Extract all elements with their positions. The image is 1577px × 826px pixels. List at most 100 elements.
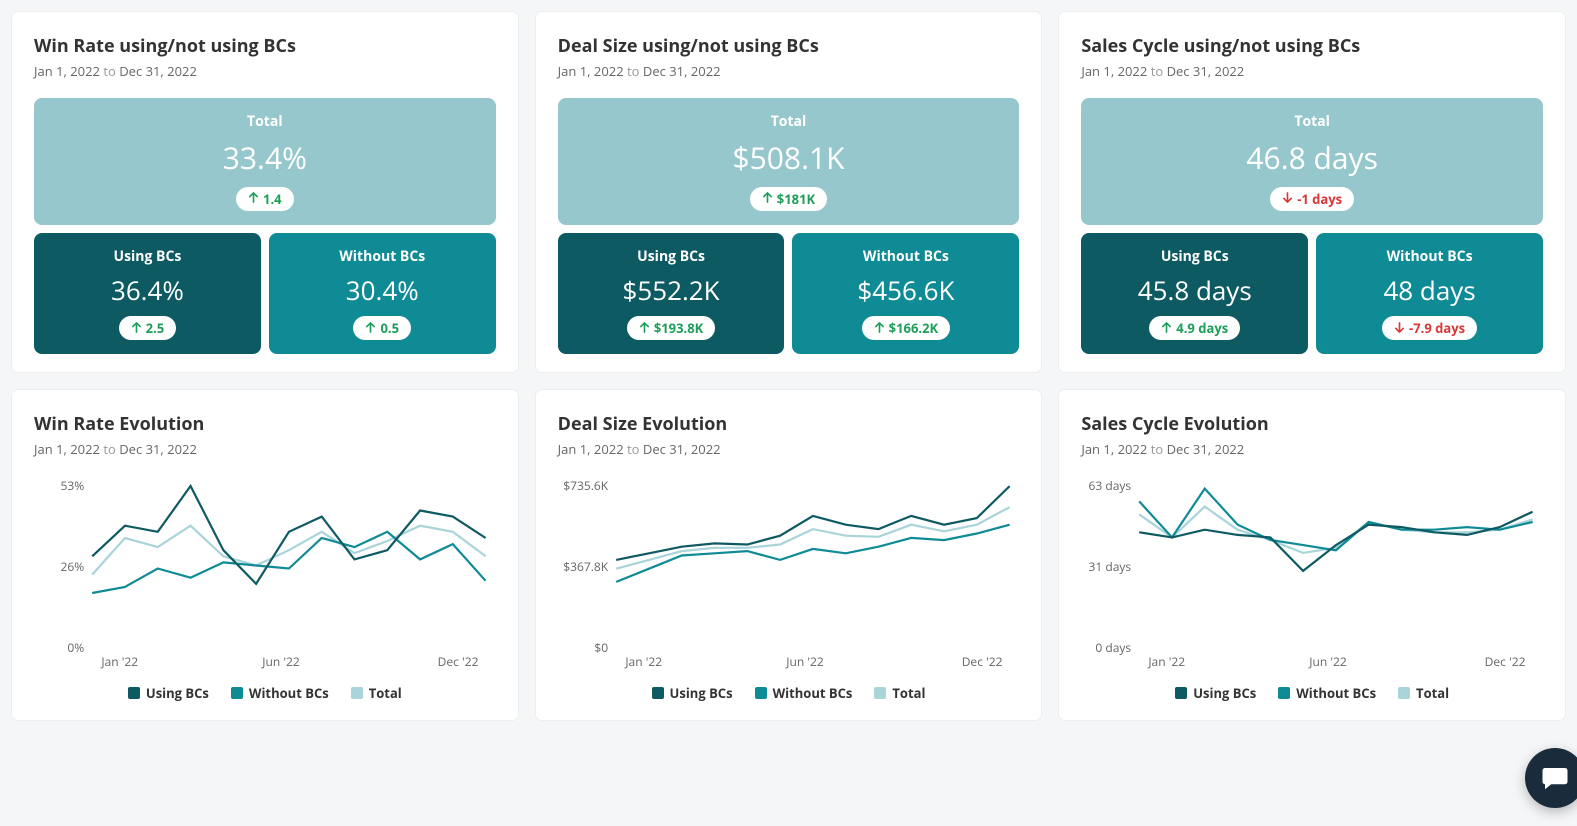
arrow-up-icon xyxy=(762,192,773,205)
svg-text:Dec '22: Dec '22 xyxy=(1485,653,1526,670)
card-title: Win Rate Evolution xyxy=(34,412,496,436)
swatch-icon xyxy=(351,687,363,699)
swatch-icon xyxy=(1175,687,1187,699)
swatch-icon xyxy=(652,687,664,699)
salescycle-without-value: 48 days xyxy=(1316,272,1543,308)
dealsize-without-delta: $166.2K xyxy=(862,316,951,340)
chat-button[interactable] xyxy=(1525,748,1577,808)
chart-area[interactable]: 53% 26% 0% Jan '22 Jun '22 Dec '22 xyxy=(34,476,496,676)
svg-text:Dec '22: Dec '22 xyxy=(438,653,479,670)
winrate-using-block[interactable]: Using BCs 36.4% 2.5 xyxy=(34,233,261,355)
salescycle-total-delta-value: -1 days xyxy=(1297,190,1342,208)
winrate-using-delta-value: 2.5 xyxy=(146,319,165,337)
legend-without[interactable]: Without BCs xyxy=(231,684,329,702)
card-title: Sales Cycle using/not using BCs xyxy=(1081,34,1543,58)
svg-text:$735.6K: $735.6K xyxy=(563,477,609,494)
card-dealsize: Deal Size using/not using BCs Jan 1, 202… xyxy=(536,12,1042,372)
dealsize-using-block[interactable]: Using BCs $552.2K $193.8K xyxy=(558,233,785,355)
winrate-total-delta-value: 1.4 xyxy=(263,190,282,208)
svg-text:0%: 0% xyxy=(67,639,84,656)
card-salescycle_evo: Sales Cycle Evolution Jan 1, 2022 to Dec… xyxy=(1059,390,1565,720)
card-winrate: Win Rate using/not using BCs Jan 1, 2022… xyxy=(12,12,518,372)
svg-text:Dec '22: Dec '22 xyxy=(961,653,1002,670)
card-winrate_evo: Win Rate Evolution Jan 1, 2022 to Dec 31… xyxy=(12,390,518,720)
svg-text:$0: $0 xyxy=(594,639,608,656)
card-salescycle: Sales Cycle using/not using BCs Jan 1, 2… xyxy=(1059,12,1565,372)
salescycle-using-block[interactable]: Using BCs 45.8 days 4.9 days xyxy=(1081,233,1308,355)
card-daterange: Jan 1, 2022 to Dec 31, 2022 xyxy=(34,62,496,80)
salescycle-without-delta: -7.9 days xyxy=(1382,316,1477,340)
svg-text:53%: 53% xyxy=(60,477,84,494)
salescycle-total-label: Total xyxy=(1081,112,1543,131)
card-daterange: Jan 1, 2022 to Dec 31, 2022 xyxy=(1081,440,1543,458)
chat-icon xyxy=(1540,763,1570,793)
arrow-up-icon xyxy=(639,322,650,335)
card-title: Win Rate using/not using BCs xyxy=(34,34,496,58)
svg-text:0 days: 0 days xyxy=(1096,639,1132,656)
arrow-up-icon xyxy=(1161,322,1172,335)
winrate-without-label: Without BCs xyxy=(269,247,496,266)
winrate-without-value: 30.4% xyxy=(269,272,496,308)
series-using xyxy=(1140,512,1533,571)
dealsize-without-delta-value: $166.2K xyxy=(889,319,939,337)
series-without xyxy=(1140,489,1533,551)
dealsize-without-value: $456.6K xyxy=(792,272,1019,308)
svg-text:Jun '22: Jun '22 xyxy=(785,653,824,670)
winrate-without-delta: 0.5 xyxy=(353,316,411,340)
svg-text:Jan '22: Jan '22 xyxy=(1148,653,1186,670)
chart-area[interactable]: $735.6K$367.8K$0 Jan '22Jun '22Dec '22 xyxy=(558,476,1020,676)
card-title: Deal Size using/not using BCs xyxy=(558,34,1020,58)
legend-using[interactable]: Using BCs xyxy=(1175,684,1256,702)
dealsize-using-value: $552.2K xyxy=(558,272,785,308)
winrate-without-delta-value: 0.5 xyxy=(380,319,399,337)
dealsize-without-block[interactable]: Without BCs $456.6K $166.2K xyxy=(792,233,1019,355)
arrow-up-icon xyxy=(248,192,259,205)
dealsize-total-delta-value: $181K xyxy=(777,190,815,208)
swatch-icon xyxy=(1278,687,1290,699)
legend-using[interactable]: Using BCs xyxy=(128,684,209,702)
chart-legend: Using BCs Without BCs Total xyxy=(1081,684,1543,702)
card-daterange: Jan 1, 2022 to Dec 31, 2022 xyxy=(1081,62,1543,80)
salescycle-using-value: 45.8 days xyxy=(1081,272,1308,308)
svg-text:Jan '22: Jan '22 xyxy=(100,653,138,670)
svg-text:Jun '22: Jun '22 xyxy=(1309,653,1348,670)
chart-legend: Using BCs Without BCs Total xyxy=(34,684,496,702)
salescycle-without-delta-value: -7.9 days xyxy=(1409,319,1465,337)
winrate-total-block[interactable]: Total 33.4% 1.4 xyxy=(34,98,496,225)
winrate-without-block[interactable]: Without BCs 30.4% 0.5 xyxy=(269,233,496,355)
dealsize-total-block[interactable]: Total $508.1K $181K xyxy=(558,98,1020,225)
card-dealsize_evo: Deal Size Evolution Jan 1, 2022 to Dec 3… xyxy=(536,390,1042,720)
dealsize-without-label: Without BCs xyxy=(792,247,1019,266)
swatch-icon xyxy=(755,687,767,699)
svg-text:Jan '22: Jan '22 xyxy=(624,653,662,670)
chart-area[interactable]: 63 days 31 days 0 days Jan '22 Jun '22 Dec '… xyxy=(1081,476,1543,676)
legend-total[interactable]: Total xyxy=(874,684,925,702)
salescycle-using-delta-value: 4.9 days xyxy=(1176,319,1228,337)
svg-text:31 days: 31 days xyxy=(1089,558,1132,575)
svg-text:Jun '22: Jun '22 xyxy=(261,653,300,670)
arrow-up-icon xyxy=(365,322,376,335)
svg-text:63 days: 63 days xyxy=(1089,477,1132,494)
salescycle-without-block[interactable]: Without BCs 48 days -7.9 days xyxy=(1316,233,1543,355)
legend-without[interactable]: Without BCs xyxy=(1278,684,1376,702)
salescycle-using-delta: 4.9 days xyxy=(1149,316,1240,340)
svg-text:26%: 26% xyxy=(60,558,84,575)
swatch-icon xyxy=(128,687,140,699)
winrate-total-delta: 1.4 xyxy=(236,187,294,211)
legend-without[interactable]: Without BCs xyxy=(755,684,853,702)
swatch-icon xyxy=(1398,687,1410,699)
legend-using[interactable]: Using BCs xyxy=(652,684,733,702)
salescycle-without-label: Without BCs xyxy=(1316,247,1543,266)
salescycle-total-block[interactable]: Total 46.8 days -1 days xyxy=(1081,98,1543,225)
winrate-total-label: Total xyxy=(34,112,496,131)
arrow-down-icon xyxy=(1282,192,1293,205)
dealsize-using-label: Using BCs xyxy=(558,247,785,266)
legend-total[interactable]: Total xyxy=(351,684,402,702)
arrow-down-icon xyxy=(1394,322,1405,335)
legend-total[interactable]: Total xyxy=(1398,684,1449,702)
card-title: Deal Size Evolution xyxy=(558,412,1020,436)
salescycle-total-value: 46.8 days xyxy=(1081,137,1543,178)
salescycle-using-label: Using BCs xyxy=(1081,247,1308,266)
winrate-using-value: 36.4% xyxy=(34,272,261,308)
chart-svg: 53% 26% 0% Jan '22 Jun '22 Dec '22 xyxy=(34,476,496,676)
